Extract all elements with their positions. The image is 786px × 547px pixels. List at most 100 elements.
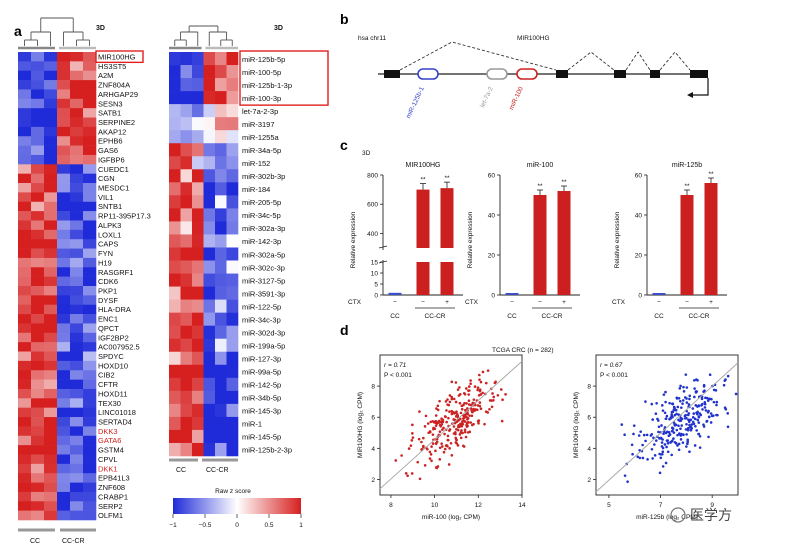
heatmap-cell bbox=[18, 426, 32, 437]
heatmap-cell bbox=[203, 416, 216, 431]
heatmap-cell bbox=[44, 454, 58, 465]
fit-line bbox=[379, 360, 523, 490]
bar bbox=[388, 292, 402, 295]
mirna-label: miR-125b-2-3p bbox=[242, 446, 292, 455]
scatter-point bbox=[669, 416, 673, 420]
scatter-point bbox=[488, 399, 492, 402]
heatmap-cell bbox=[203, 65, 216, 79]
scatter-point bbox=[641, 443, 644, 447]
heatmap-cell bbox=[57, 370, 71, 380]
scatter-point bbox=[468, 414, 471, 417]
heatmap-cell bbox=[70, 136, 84, 146]
scatter-point bbox=[632, 432, 635, 436]
mirna-box bbox=[239, 50, 329, 106]
gene-label: HOXD11 bbox=[98, 389, 127, 398]
scatter-point bbox=[712, 388, 716, 392]
heatmap-cell bbox=[169, 130, 181, 144]
heatmap-cell bbox=[70, 360, 84, 371]
heatmap-cell bbox=[57, 407, 71, 418]
heatmap-cell bbox=[44, 388, 58, 399]
heatmap-cell bbox=[31, 164, 45, 174]
heatmap-cell bbox=[180, 78, 193, 92]
scatter-point bbox=[446, 398, 449, 401]
heatmap-cell bbox=[31, 117, 45, 128]
heatmap-cell bbox=[44, 510, 58, 521]
heatmap-cell bbox=[192, 78, 204, 92]
heatmap-cell bbox=[57, 379, 71, 390]
heatmap-cell bbox=[226, 351, 239, 366]
scatter-point bbox=[459, 411, 463, 415]
heatmap-cell bbox=[44, 257, 58, 268]
gene-label: CPVL bbox=[98, 455, 118, 464]
scatter-point bbox=[477, 419, 481, 422]
mir100hg-box bbox=[95, 50, 144, 64]
bar bbox=[680, 195, 694, 295]
colorbar-tick-label: 1 bbox=[299, 522, 303, 529]
heatmap-cell bbox=[70, 445, 84, 455]
bar bbox=[416, 189, 430, 248]
scatter-point bbox=[715, 403, 718, 407]
scatter-point bbox=[677, 424, 680, 428]
scatter-point bbox=[459, 422, 462, 426]
scatter-point bbox=[654, 439, 658, 442]
heatmap-cell bbox=[44, 501, 58, 511]
mirna-label: miR-302a-5p bbox=[242, 250, 285, 259]
scatter-point bbox=[435, 420, 438, 424]
scatter-point bbox=[734, 392, 738, 396]
scatter-point bbox=[426, 447, 429, 451]
heatmap-cell bbox=[70, 61, 84, 72]
scatter-point bbox=[691, 407, 695, 410]
scatter-point bbox=[663, 443, 667, 446]
heatmap-cell bbox=[83, 267, 97, 277]
gene-label: H19 bbox=[98, 258, 112, 267]
heatmap-cell bbox=[44, 248, 58, 259]
scatter-point bbox=[446, 434, 450, 438]
heatmap-cell bbox=[57, 276, 71, 287]
gene-label: GAS6 bbox=[98, 146, 118, 155]
scatter-point bbox=[456, 428, 460, 432]
heatmap-cell bbox=[18, 145, 32, 156]
ctx-value: − bbox=[393, 299, 397, 306]
scatter-point bbox=[411, 432, 414, 435]
scatter-point bbox=[671, 402, 675, 405]
scatter-point bbox=[679, 438, 683, 441]
scatter-point bbox=[679, 427, 682, 431]
heatmap-cell bbox=[83, 164, 97, 174]
heatmap-cell bbox=[192, 169, 204, 183]
heatmap-cell bbox=[83, 52, 97, 62]
heatmap-cell bbox=[18, 342, 32, 352]
y-tick-label: 8 bbox=[371, 384, 375, 391]
heatmap-cell bbox=[31, 332, 45, 343]
heatmap-cell bbox=[18, 126, 32, 137]
scatter-point bbox=[423, 425, 427, 428]
scatter-point bbox=[701, 408, 704, 411]
scatter-point bbox=[675, 412, 678, 416]
scatter-point bbox=[500, 419, 504, 423]
mirna-locus-label: let-7a-2 bbox=[479, 86, 495, 109]
heatmap-cell bbox=[192, 429, 204, 444]
heatmap-cell bbox=[192, 273, 204, 287]
heatmap-cell bbox=[169, 442, 181, 457]
mirna-label: miR-145-5p bbox=[242, 433, 281, 442]
scatter-point bbox=[465, 402, 468, 405]
heatmap-cell bbox=[180, 377, 193, 392]
mirna-labels: miR-125b-5p miR-100-5p miR-125b-1-3p miR-10… bbox=[239, 50, 329, 455]
group-label-cc: CC bbox=[507, 313, 517, 320]
heatmap-cell bbox=[180, 130, 193, 144]
heatmap-cell bbox=[180, 325, 193, 340]
heatmap-cell bbox=[192, 325, 204, 340]
scatter-point bbox=[409, 444, 413, 447]
scatter-point bbox=[702, 425, 706, 428]
scatter-point bbox=[706, 399, 710, 402]
panel-d-letter: d bbox=[340, 322, 349, 338]
scatter-point bbox=[697, 421, 701, 424]
scatter-point bbox=[496, 394, 500, 397]
heatmap-cell bbox=[83, 145, 97, 156]
heatmap-cell bbox=[83, 248, 97, 259]
scatter-point bbox=[684, 428, 688, 431]
heatmap-cell bbox=[18, 276, 32, 287]
heatmap1-condition-label: 3D bbox=[96, 25, 105, 32]
gene-label: HS3ST5 bbox=[98, 62, 126, 71]
heatmap-cell bbox=[44, 417, 58, 427]
scatter-point bbox=[695, 429, 698, 432]
